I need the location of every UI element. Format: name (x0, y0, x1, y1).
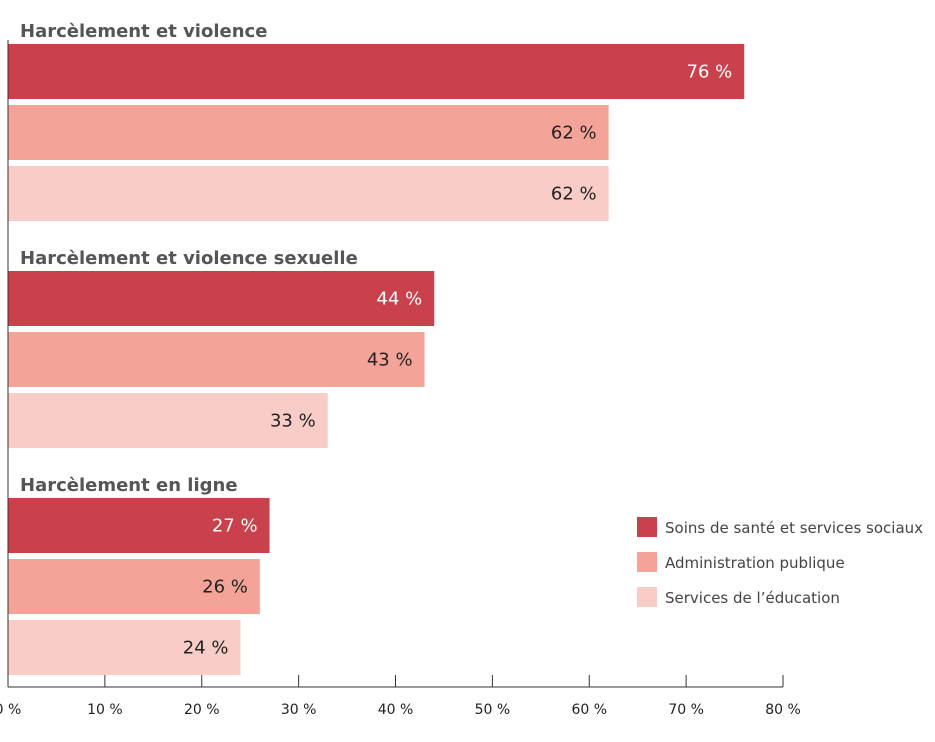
legend-label: Services de l’éducation (665, 589, 840, 607)
bar (8, 559, 260, 614)
bar-value-label: 26 % (202, 577, 248, 598)
bar-group: Harcèlement et violence sexuelle 44 % 43 %… (8, 248, 435, 448)
bar (8, 44, 745, 99)
x-tick-label: 80 % (765, 702, 801, 718)
legend-label: Administration publique (665, 554, 845, 572)
x-tick-label: 70 % (668, 702, 704, 718)
legend-swatch (637, 587, 657, 607)
bar (8, 393, 328, 448)
bar-value-label: 43 % (367, 350, 413, 371)
bar (8, 620, 241, 675)
bar-value-label: 33 % (270, 411, 316, 432)
legend-label: Soins de santé et services sociaux (665, 519, 923, 537)
x-tick-label: 10 % (87, 702, 123, 718)
bar (8, 166, 609, 221)
bar-value-label: 62 % (551, 184, 597, 205)
legend-swatch (637, 552, 657, 572)
bar-value-label: 27 % (212, 516, 258, 537)
bar-value-label: 44 % (377, 289, 423, 310)
bar (8, 105, 609, 160)
x-tick-label: 0 % (0, 702, 21, 718)
x-tick-label: 60 % (571, 702, 607, 718)
x-axis: 0 % 10 % 20 % 30 % 40 % 50 % 60 % 70 % 80 % (0, 40, 801, 718)
group-title: Harcèlement et violence (20, 21, 267, 42)
legend-item: Administration publique (637, 552, 845, 572)
legend-item: Services de l’éducation (637, 587, 840, 607)
x-tick-label: 30 % (281, 702, 317, 718)
bar (8, 332, 425, 387)
x-tick-label: 40 % (378, 702, 414, 718)
bar (8, 271, 435, 326)
legend-item: Soins de santé et services sociaux (637, 517, 923, 537)
x-tick-label: 50 % (475, 702, 511, 718)
group-title: Harcèlement et violence sexuelle (20, 248, 358, 269)
bar-group: Harcèlement en ligne 27 % 26 % 24 % (8, 475, 270, 675)
x-tick-label: 20 % (184, 702, 220, 718)
legend-swatch (637, 517, 657, 537)
group-title: Harcèlement en ligne (20, 475, 238, 496)
legend: Soins de santé et services sociaux Admini… (637, 517, 923, 607)
bar (8, 498, 270, 553)
bar-value-label: 24 % (183, 638, 229, 659)
bar-group: Harcèlement et violence 76 % 62 % 62 % (8, 21, 745, 221)
bar-value-label: 76 % (687, 62, 733, 83)
bar-value-label: 62 % (551, 123, 597, 144)
